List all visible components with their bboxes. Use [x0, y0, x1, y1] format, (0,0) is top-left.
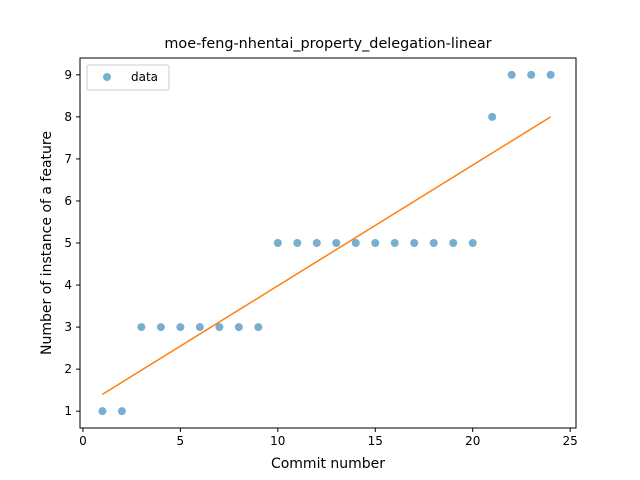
x-tick-label: 0 [79, 434, 87, 448]
data-point [195, 323, 204, 332]
data-point [546, 70, 555, 79]
data-point [468, 239, 477, 247]
y-tick-label: 2 [64, 362, 72, 376]
legend-marker-data [103, 73, 111, 81]
data-point [429, 239, 438, 247]
data-point [351, 239, 360, 247]
axes-frame [79, 57, 577, 429]
data-point [98, 407, 107, 416]
data-point [215, 323, 224, 332]
y-axis: 1 2 3 4 5 6 7 8 9 [64, 68, 80, 418]
data-point [410, 239, 419, 247]
data-point [254, 323, 263, 332]
plot-area [98, 70, 555, 416]
data-point [234, 323, 243, 332]
data-point [488, 112, 497, 121]
y-tick-label: 6 [64, 194, 72, 208]
data-point [527, 70, 536, 79]
legend: data [86, 64, 170, 91]
x-tick-label: 15 [368, 434, 383, 448]
fit-line [102, 116, 552, 396]
x-tick-label: 20 [465, 434, 480, 448]
legend-box [86, 64, 170, 91]
y-tick-label: 5 [64, 236, 72, 250]
y-tick-label: 9 [64, 68, 72, 82]
data-point [449, 239, 458, 247]
data-point [117, 407, 126, 416]
data-point [137, 323, 146, 332]
x-axis: 0 5 10 15 20 25 [79, 428, 578, 448]
legend-label-data: data [131, 70, 158, 84]
x-tick-label: 25 [563, 434, 578, 448]
data-point [273, 239, 282, 247]
data-point [332, 239, 341, 247]
y-axis-label: Number of instance of a feature [39, 131, 55, 355]
y-tick-label: 3 [64, 320, 72, 334]
data-point [507, 70, 516, 79]
data-point [176, 323, 185, 332]
data-point [293, 239, 302, 247]
data-point [371, 239, 380, 247]
x-tick-label: 5 [177, 434, 185, 448]
y-tick-label: 8 [64, 110, 72, 124]
x-axis-label: Commit number [271, 456, 385, 472]
y-tick-label: 1 [64, 404, 72, 418]
data-point [156, 323, 165, 332]
data-point [390, 239, 399, 247]
data-point [312, 239, 321, 247]
chart-title: moe-feng-nhentai_property_delegation-lin… [164, 36, 491, 52]
x-tick-label: 10 [270, 434, 285, 448]
y-tick-label: 4 [64, 278, 72, 292]
y-tick-label: 7 [64, 152, 72, 166]
